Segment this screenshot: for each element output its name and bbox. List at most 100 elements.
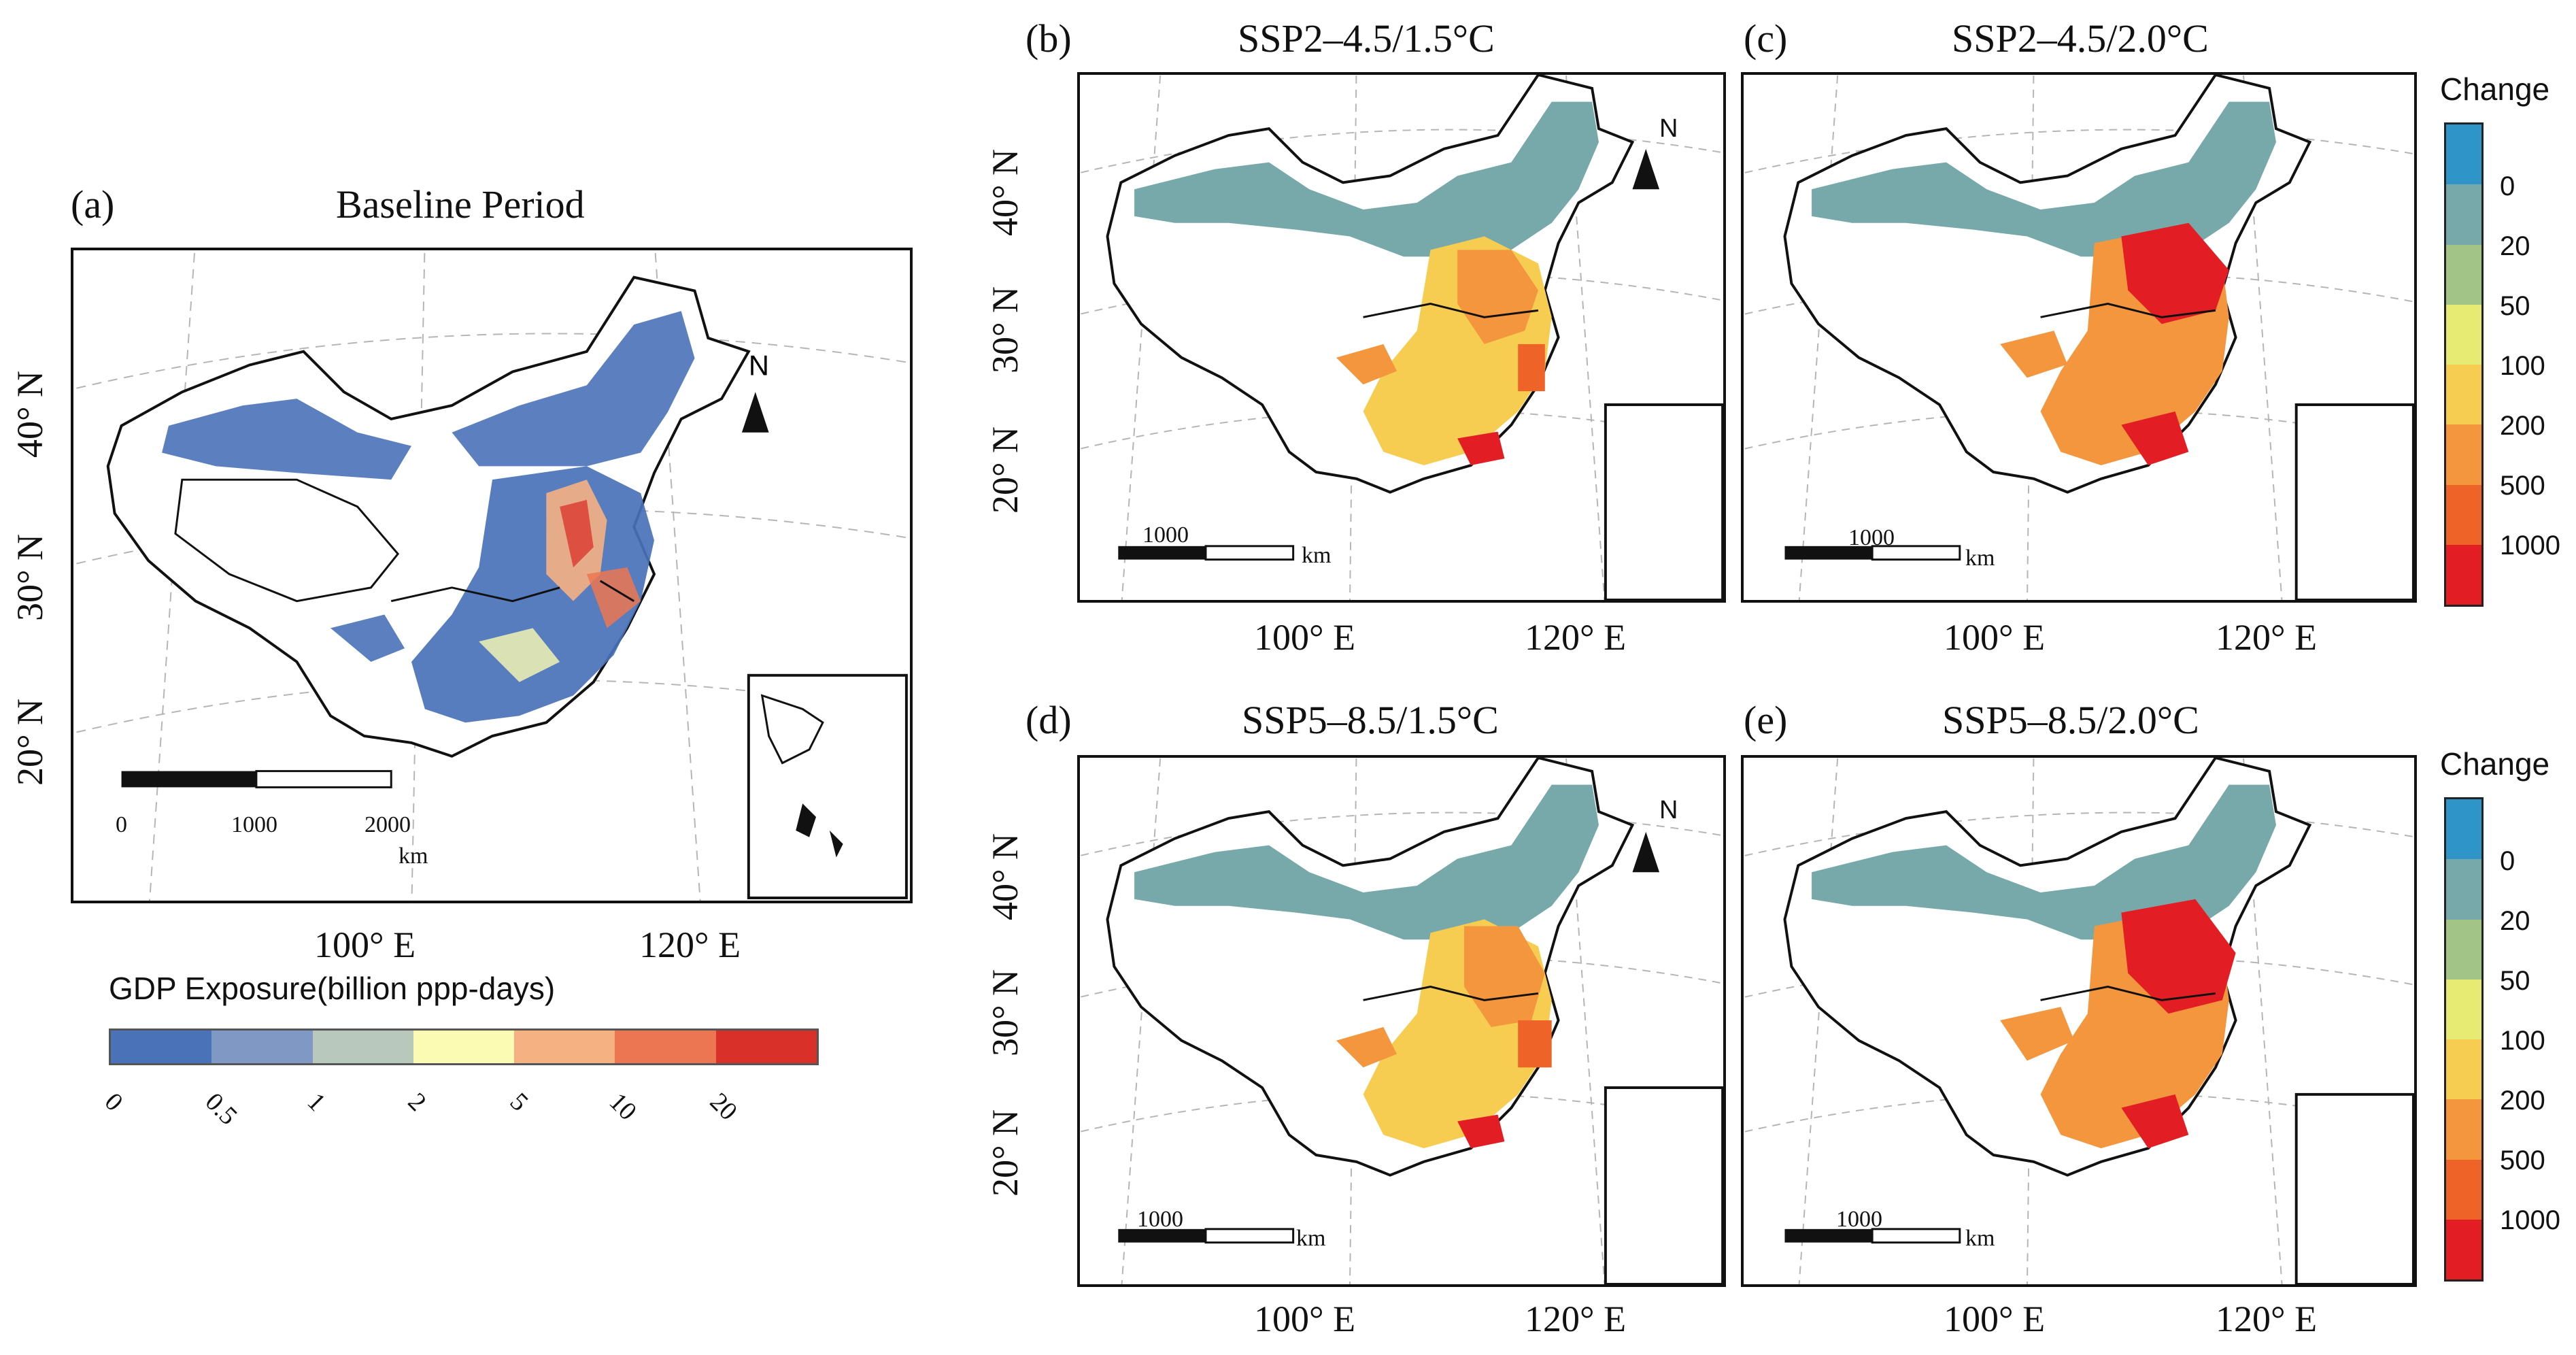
change-swatch-bottom-1 bbox=[2446, 859, 2481, 920]
change-region-south-red-c bbox=[2121, 411, 2189, 466]
change-region-west-e bbox=[2000, 1007, 2075, 1061]
map-panel-a: N bbox=[71, 248, 913, 903]
change-swatch-top-1 bbox=[2446, 184, 2481, 245]
change-region-red-c bbox=[2121, 222, 2229, 324]
change-swatch-bottom-6 bbox=[2446, 1159, 2481, 1220]
inset-map-a bbox=[747, 673, 908, 900]
inset-map-e bbox=[2294, 1092, 2414, 1284]
baseline-break-0: 0 bbox=[99, 1087, 129, 1117]
baseline-break-2: 1 bbox=[301, 1087, 331, 1117]
scale-bar-a bbox=[121, 770, 392, 788]
north-label-a: N bbox=[749, 349, 769, 381]
scale-bar-b-open bbox=[1204, 545, 1295, 561]
change-bottom-break-3: 100 bbox=[2500, 1026, 2545, 1056]
river-d bbox=[1363, 986, 1539, 1001]
change-top-break-2: 50 bbox=[2500, 291, 2530, 321]
panel-b-tag: (b) bbox=[1026, 16, 1072, 61]
panel-d-title: SSP5–8.5/1.5°C bbox=[1242, 698, 1499, 742]
panel-a-title: Baseline Period bbox=[336, 182, 585, 227]
change-region-teal-b bbox=[1134, 101, 1599, 257]
scale-a-label-2: 2000 bbox=[365, 812, 411, 837]
change-legend-title-top: Change bbox=[2440, 71, 2550, 107]
map-panel-e bbox=[1741, 755, 2417, 1287]
map-panel-b bbox=[1077, 72, 1726, 603]
lon-label-b-120: 120° E bbox=[1525, 617, 1627, 658]
change-bottom-break-1: 20 bbox=[2500, 906, 2530, 936]
inset-map-c bbox=[2294, 403, 2414, 600]
panel-a-tag: (a) bbox=[71, 182, 115, 227]
change-region-teal-c bbox=[1812, 101, 2276, 257]
map-panel-d bbox=[1077, 755, 1726, 1287]
scale-d-label: 1000 bbox=[1137, 1207, 1183, 1232]
change-swatch-top-6 bbox=[2446, 484, 2481, 545]
change-bottom-break-2: 50 bbox=[2500, 966, 2530, 996]
panel-b-title: SSP2–4.5/1.5°C bbox=[1238, 16, 1495, 61]
scale-bar-e-open bbox=[1871, 1228, 1961, 1244]
map-c-svg bbox=[1744, 75, 2414, 600]
north-arrow-b bbox=[1632, 148, 1660, 190]
baseline-swatch-2 bbox=[312, 1031, 413, 1063]
baseline-break-6: 20 bbox=[704, 1087, 743, 1126]
change-region-red-d bbox=[1457, 1114, 1505, 1149]
river-c bbox=[2040, 302, 2216, 318]
change-top-break-0: 0 bbox=[2500, 171, 2515, 201]
scale-a-label-1: 1000 bbox=[231, 812, 277, 837]
north-label-d: N bbox=[1659, 796, 1678, 824]
change-region-red-e bbox=[2121, 899, 2236, 1014]
panel-e-title: SSP5–8.5/2.0°C bbox=[1942, 698, 2199, 742]
lat-label-b-30: 30° N bbox=[985, 286, 1026, 374]
lat-label-a-40: 40° N bbox=[10, 370, 51, 458]
north-arrow-d bbox=[1632, 831, 1660, 873]
scale-e-label: 1000 bbox=[1836, 1207, 1882, 1232]
panel-c-tag: (c) bbox=[1744, 16, 1788, 61]
china-map-a bbox=[106, 275, 751, 758]
lat-label-d-30: 30° N bbox=[985, 969, 1026, 1057]
baseline-break-1: 0.5 bbox=[199, 1087, 243, 1131]
change-swatch-top-0 bbox=[2446, 124, 2481, 185]
lon-label-a-100: 100° E bbox=[314, 924, 416, 965]
change-region-west-c bbox=[2000, 331, 2068, 378]
lat-label-d-20: 20° N bbox=[985, 1109, 1026, 1197]
map-panel-c bbox=[1741, 72, 2417, 603]
lon-label-c-120: 120° E bbox=[2216, 617, 2318, 658]
change-swatch-bottom-3 bbox=[2446, 979, 2481, 1039]
change-top-break-3: 100 bbox=[2500, 351, 2545, 381]
scale-bar-c-open bbox=[1871, 545, 1961, 561]
change-swatch-top-7 bbox=[2446, 544, 2481, 605]
change-swatch-top-5 bbox=[2446, 424, 2481, 485]
change-swatch-top-3 bbox=[2446, 304, 2481, 365]
baseline-swatch-5 bbox=[615, 1031, 716, 1063]
change-region-south-red-e bbox=[2121, 1094, 2189, 1149]
scale-e-unit: km bbox=[1965, 1226, 1995, 1251]
inset-map-b bbox=[1604, 403, 1723, 600]
panel-e-tag: (e) bbox=[1744, 698, 1788, 742]
map-a-svg: N bbox=[73, 250, 910, 901]
baseline-break-3: 2 bbox=[402, 1087, 432, 1117]
baseline-swatch-0 bbox=[111, 1031, 212, 1063]
scale-c-unit: km bbox=[1965, 546, 1995, 571]
scale-b-unit: km bbox=[1302, 543, 1332, 568]
baseline-break-4: 5 bbox=[504, 1087, 534, 1117]
inset-map-d bbox=[1604, 1086, 1723, 1284]
baseline-swatch-6 bbox=[715, 1031, 817, 1063]
change-region-dark-orange-d bbox=[1518, 1020, 1552, 1068]
baseline-break-5: 10 bbox=[603, 1087, 643, 1126]
lon-label-a-120: 120° E bbox=[639, 924, 741, 965]
change-region-teal-d bbox=[1134, 784, 1599, 940]
scale-a-label-0: 0 bbox=[116, 812, 127, 837]
scale-a-unit: km bbox=[399, 843, 428, 869]
change-region-west-b bbox=[1336, 344, 1397, 385]
map-b-svg bbox=[1080, 75, 1723, 600]
change-region-orange-d bbox=[1464, 926, 1545, 1027]
change-region-orange-b bbox=[1457, 250, 1538, 344]
north-arrow-a bbox=[741, 392, 769, 433]
change-bottom-break-5: 500 bbox=[2500, 1145, 2545, 1175]
change-bottom-break-6: 1000 bbox=[2500, 1205, 2560, 1235]
change-region-west-d bbox=[1336, 1026, 1397, 1068]
lat-label-b-20: 20° N bbox=[985, 426, 1026, 514]
north-label-b: N bbox=[1659, 114, 1678, 143]
change-swatch-bottom-5 bbox=[2446, 1099, 2481, 1160]
change-bottom-break-0: 0 bbox=[2500, 846, 2515, 876]
change-top-break-4: 200 bbox=[2500, 411, 2545, 441]
scale-bar-d-solid bbox=[1118, 1228, 1206, 1243]
